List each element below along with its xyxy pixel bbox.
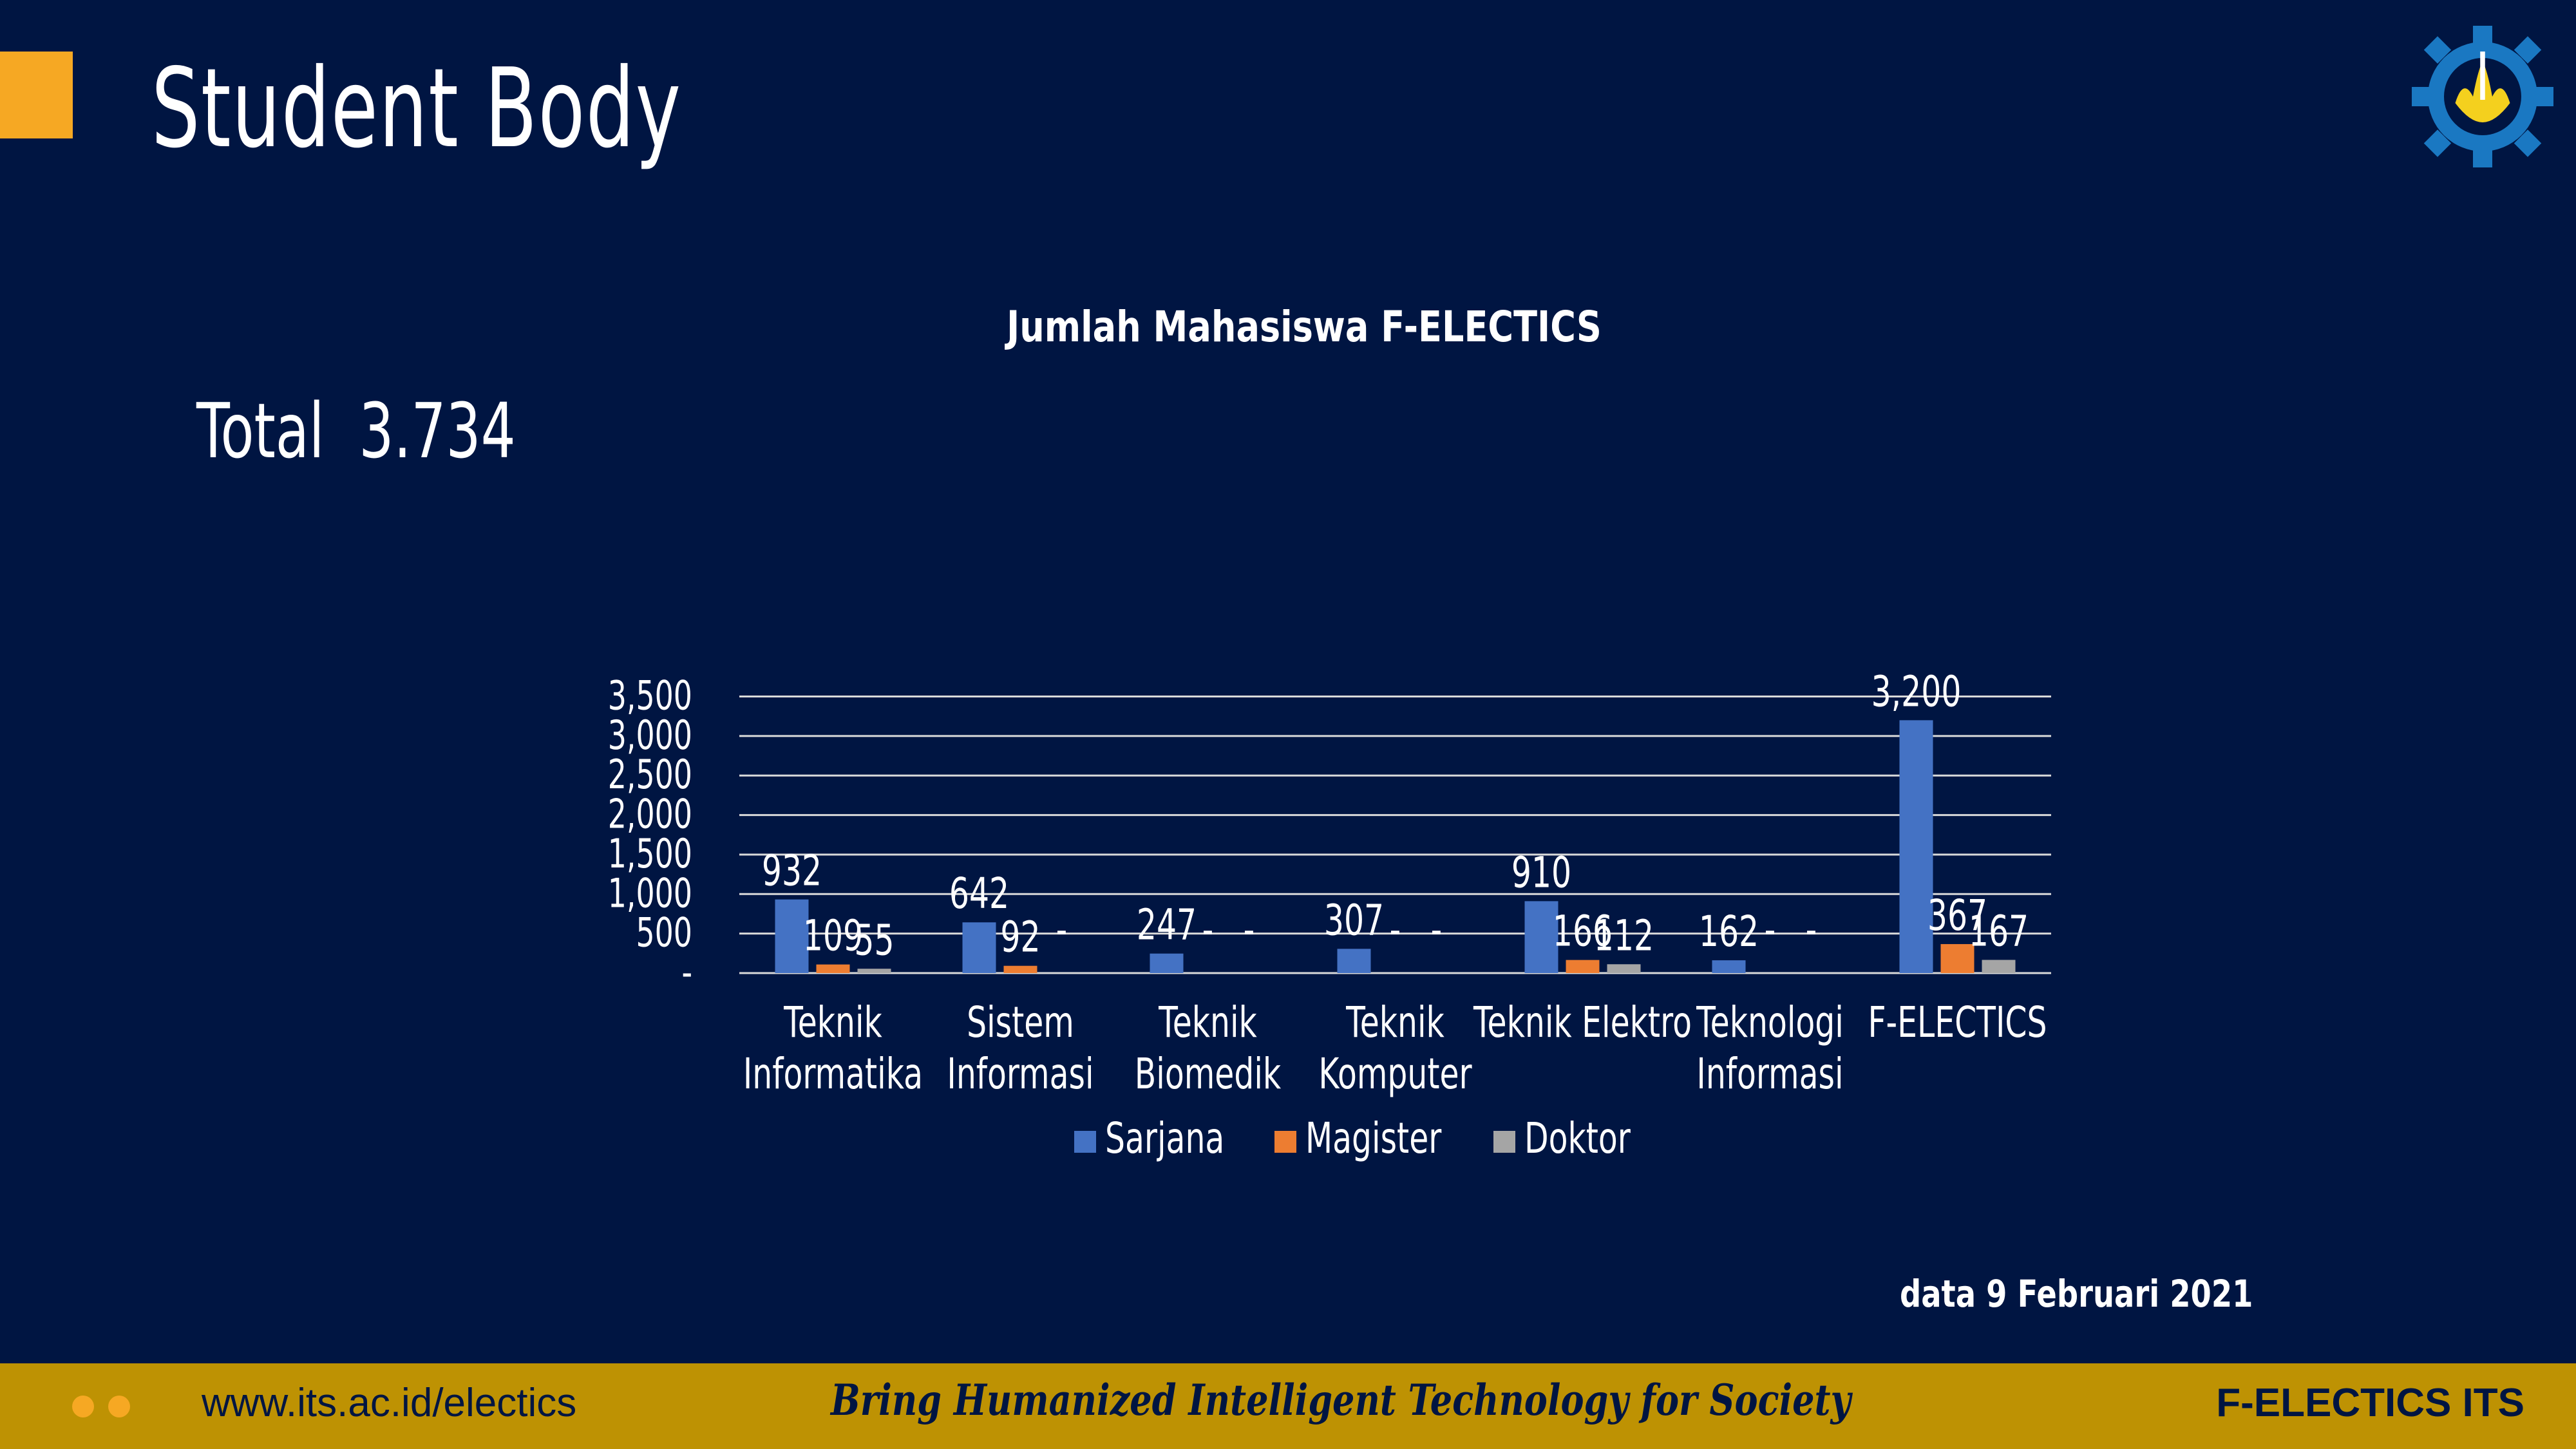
bar-sarjana <box>1712 960 1746 973</box>
data-label: 162 <box>1699 907 1759 956</box>
bar-sarjana <box>1899 720 1933 973</box>
data-label: - <box>1390 905 1401 954</box>
x-tick-label: Teknik <box>1345 998 1444 1047</box>
x-tick-label: Informatika <box>743 1049 923 1099</box>
data-label: 3,200 <box>1871 667 1962 716</box>
x-tick-label: F-ELECTICS <box>1868 998 2047 1047</box>
y-tick-label: 2,000 <box>608 791 692 838</box>
footer-bar <box>0 1363 2576 1449</box>
bar-magister <box>816 964 850 973</box>
chart-gridlines <box>739 696 2051 974</box>
x-tick-label: Sistem <box>967 998 1074 1047</box>
data-label: - <box>1806 905 1817 954</box>
chart-legend: Sarjana Magister Doktor <box>1074 1113 1631 1163</box>
total-students-text: Total 3.734 <box>196 386 516 475</box>
chart-bars <box>775 720 2016 973</box>
data-label: - <box>1202 905 1214 954</box>
y-tick-label: 1,500 <box>608 830 692 877</box>
legend-swatch <box>1493 1131 1515 1153</box>
data-label: 92 <box>1000 912 1040 961</box>
bar-sarjana <box>962 922 996 973</box>
data-label: 112 <box>1594 911 1654 960</box>
x-tick-label: Teknik Elektro <box>1473 998 1692 1047</box>
legend-label: Magister <box>1305 1113 1441 1163</box>
its-gear-logo-icon <box>2412 26 2553 167</box>
x-tick-label: Teknik <box>783 998 882 1047</box>
bar-doktor <box>1982 960 2016 973</box>
slide-title: Student Body <box>151 45 682 173</box>
legend-label: Sarjana <box>1105 1113 1224 1163</box>
data-label: 932 <box>762 846 822 895</box>
x-tick-label: Biomedik <box>1135 1049 1282 1099</box>
data-label: 167 <box>1969 906 2029 956</box>
bar-sarjana <box>775 899 809 973</box>
bar-magister <box>1003 965 1037 973</box>
bar-magister <box>1566 960 1600 973</box>
data-label: - <box>1244 905 1255 954</box>
x-axis-labels: TeknikInformatikaSistemInformasiTeknikBi… <box>743 998 2047 1099</box>
footer-dot-icon <box>72 1396 94 1417</box>
data-date-note: data 9 Februari 2021 <box>1900 1272 2253 1316</box>
x-tick-label: Teknologi <box>1696 998 1844 1047</box>
y-tick-label: 500 <box>636 909 692 956</box>
footer-brand: F-ELECTICS ITS <box>2216 1381 2524 1425</box>
accent-square <box>0 52 73 138</box>
y-tick-label: 2,500 <box>608 751 692 798</box>
bar-magister <box>1940 943 1975 973</box>
data-label: - <box>1056 905 1068 954</box>
data-label: 247 <box>1137 900 1197 949</box>
y-tick-label: 1,000 <box>608 869 692 916</box>
data-label: 109 <box>803 911 863 960</box>
legend-swatch <box>1274 1131 1296 1153</box>
data-label: 910 <box>1511 848 1571 897</box>
footer-dot-icon <box>108 1396 130 1417</box>
footer-slogan: Bring Humanized Intelligent Technology f… <box>831 1375 1851 1425</box>
data-label: 166 <box>1553 906 1613 956</box>
data-label: - <box>1431 905 1443 954</box>
data-label: 307 <box>1324 895 1384 945</box>
bar-sarjana <box>1337 949 1371 973</box>
x-tick-label: Informasi <box>947 1049 1094 1099</box>
bar-sarjana <box>1524 901 1558 973</box>
data-label: - <box>1765 905 1776 954</box>
bar-doktor <box>857 969 891 973</box>
x-tick-label: Informasi <box>1696 1049 1843 1099</box>
y-tick-label: 3,500 <box>608 672 692 719</box>
x-tick-label: Komputer <box>1318 1049 1472 1099</box>
x-tick-label: Teknik <box>1158 998 1257 1047</box>
data-label: 642 <box>949 869 1009 918</box>
y-tick-label: - <box>681 949 692 996</box>
legend-label: Doktor <box>1524 1113 1631 1163</box>
y-tick-label: 3,000 <box>608 712 692 759</box>
footer-url-link[interactable]: www.its.ac.id/electics <box>202 1381 577 1425</box>
chart-title: Jumlah Mahasiswa F-ELECTICS <box>1005 303 1602 352</box>
bar-doktor <box>1607 964 1641 973</box>
data-label: 367 <box>1927 891 1987 940</box>
legend-swatch <box>1074 1131 1096 1153</box>
data-label: 55 <box>854 915 894 965</box>
bar-sarjana <box>1150 953 1184 973</box>
